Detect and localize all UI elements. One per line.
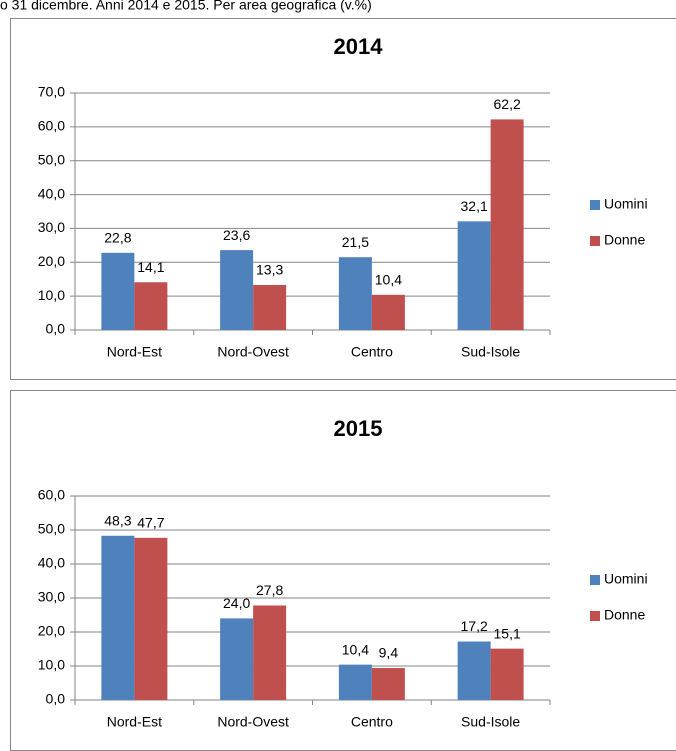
data-label: 23,6 [223,227,250,243]
y-tick-label: 30,0 [38,219,65,235]
data-label: 27,8 [256,582,283,598]
bar [220,250,254,330]
bar [253,284,287,330]
data-label: 13,3 [256,262,283,278]
legend-swatch [590,575,600,585]
x-tick-label: Nord-Est [107,344,162,360]
y-tick-label: 70,0 [38,84,65,100]
data-label: 17,2 [461,618,488,634]
y-tick-label: 0,0 [46,691,66,707]
x-tick-label: Nord-Ovest [217,714,289,730]
bar [490,648,524,700]
bar [338,664,372,700]
legend-label: Uomini [604,196,648,212]
y-tick-label: 20,0 [38,623,65,639]
data-label: 15,1 [494,625,521,641]
y-tick-label: 40,0 [38,555,65,571]
data-label: 24,0 [223,595,250,611]
y-tick-label: 60,0 [38,487,65,503]
legend-swatch [590,611,600,621]
x-tick-label: Centro [351,714,393,730]
data-label: 62,2 [494,96,521,112]
bar [253,605,287,700]
bar [371,294,405,330]
bar [134,537,168,700]
bar [101,252,135,330]
y-tick-label: 50,0 [38,521,65,537]
chart-title: 2014 [334,34,384,59]
y-tick-label: 50,0 [38,151,65,167]
y-tick-label: 10,0 [38,287,65,303]
data-label: 21,5 [342,234,369,250]
bar [338,257,372,330]
x-tick-label: Sud-Isole [461,344,520,360]
y-tick-label: 10,0 [38,657,65,673]
chart: 2015 0,0 10,0 20,0 30,0 40,0 50,0 60,0 Nord-Est 4… [10,390,676,751]
bar [457,221,491,330]
x-tick-label: Centro [351,344,393,360]
legend-label: Uomini [604,571,648,587]
chart: 2014 0,0 10,0 20,0 30,0 40,0 50,0 60,0 70,0 Nord-… [10,18,676,380]
x-tick-label: Nord-Ovest [217,344,289,360]
bar [134,282,168,330]
data-label: 32,1 [461,198,488,214]
bar [371,668,405,700]
chart-title: 2015 [334,416,383,441]
x-tick-label: Nord-Est [107,714,162,730]
data-label: 10,4 [342,641,369,657]
legend-label: Donne [604,607,645,623]
x-tick-label: Sud-Isole [461,714,520,730]
header-text: o 31 dicembre. Anni 2014 e 2015. Per are… [0,0,372,13]
data-label: 9,4 [379,645,399,661]
bar [490,119,524,330]
data-label: 14,1 [137,259,164,275]
data-label: 47,7 [137,515,164,531]
legend-swatch [590,236,600,246]
y-tick-label: 20,0 [38,253,65,269]
y-tick-label: 30,0 [38,589,65,605]
bar [220,618,254,700]
data-label: 10,4 [375,271,402,287]
legend-swatch [590,200,600,210]
bar [457,641,491,700]
data-label: 22,8 [104,230,131,246]
y-tick-label: 40,0 [38,185,65,201]
bar [101,535,135,700]
y-tick-label: 60,0 [38,118,65,134]
y-tick-label: 0,0 [46,321,66,337]
legend-label: Donne [604,232,645,248]
data-label: 48,3 [104,512,131,528]
